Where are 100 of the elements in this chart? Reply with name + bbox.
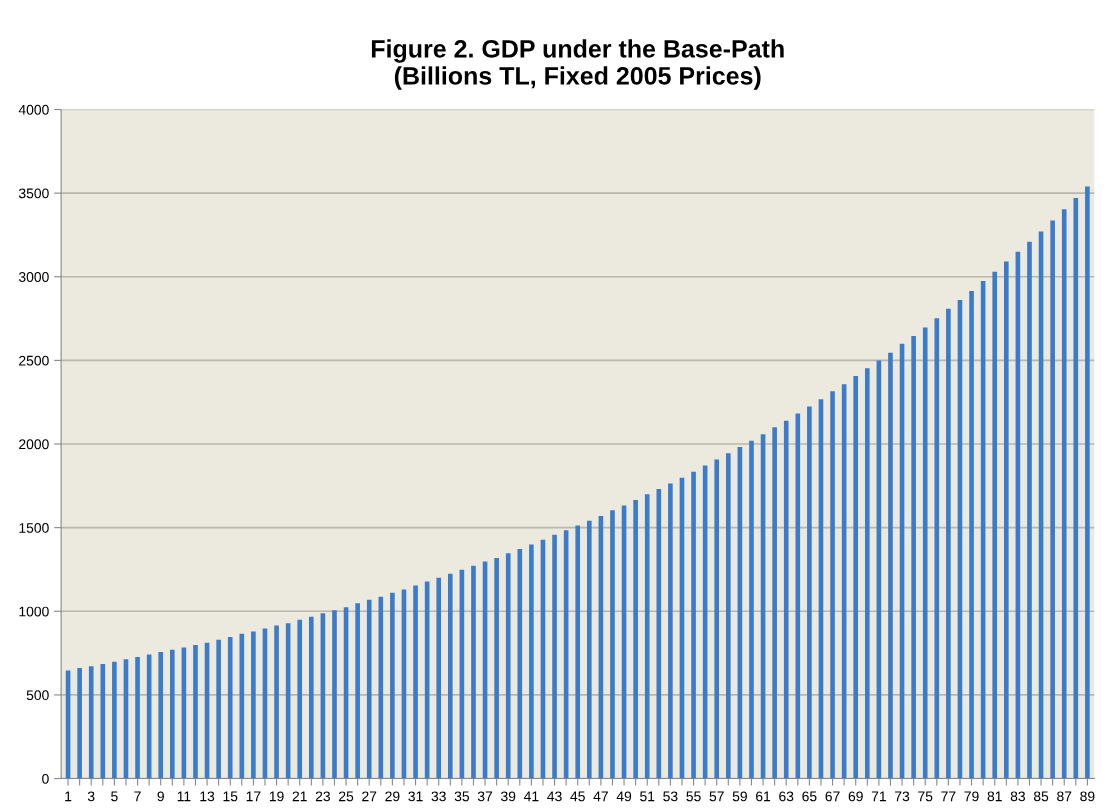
x-tick-label: 9: [157, 791, 164, 802]
y-tick-label: 2500: [19, 355, 49, 366]
bar: [888, 352, 893, 779]
y-tick-label: 2000: [19, 439, 49, 450]
bar: [88, 666, 94, 779]
bar: [864, 368, 870, 779]
x-tick-label: 21: [292, 791, 307, 802]
bar: [505, 553, 511, 779]
x-tick-label: 61: [756, 791, 771, 802]
bar: [656, 489, 662, 779]
bar: [992, 271, 998, 779]
x-tick-label: 73: [895, 791, 910, 802]
x-tick-label: 63: [779, 791, 794, 802]
bar: [251, 631, 256, 779]
x-tick-label: 51: [640, 791, 655, 802]
x-tick-label: 23: [315, 791, 330, 802]
bar: [378, 596, 384, 779]
x-tick-label: 43: [547, 791, 562, 802]
bar: [517, 549, 523, 779]
x-tick-label: 41: [523, 791, 539, 802]
bar: [77, 668, 82, 779]
bar: [633, 500, 638, 779]
bar: [112, 661, 117, 779]
bar: [436, 577, 442, 779]
bar: [1050, 220, 1055, 779]
chart-title: Figure 2. GDP under the Base-Path (Billions TL, Fixed 2005 Prices): [371, 39, 784, 90]
bar: [668, 483, 673, 779]
x-tick-label: 13: [200, 791, 215, 802]
bar: [1085, 186, 1090, 779]
x-tick-label: 17: [246, 791, 261, 802]
x-tick-label: 35: [454, 791, 470, 802]
bar: [725, 453, 731, 779]
x-tick-label: 83: [1010, 791, 1025, 802]
bar: [1003, 261, 1009, 779]
x-tick-label: 85: [1033, 791, 1049, 802]
x-tick-label: 69: [848, 791, 863, 802]
y-tick-label: 3500: [18, 188, 49, 199]
bar: [610, 510, 615, 779]
bar: [366, 599, 372, 779]
bar: [100, 663, 106, 779]
bar: [471, 565, 476, 779]
x-tick-label: 87: [1057, 791, 1072, 802]
bar: [274, 625, 279, 779]
x-tick-label: 11: [177, 791, 191, 802]
bar: [216, 639, 221, 779]
bar: [644, 494, 650, 779]
bar: [413, 585, 418, 779]
x-tick-label: 47: [593, 791, 608, 802]
bar: [772, 427, 777, 779]
bar: [783, 420, 789, 779]
bar: [922, 327, 928, 779]
bar: [494, 557, 499, 779]
bar: [447, 573, 453, 779]
x-tick-label: 57: [709, 791, 724, 802]
x-tick-label: 55: [686, 791, 701, 802]
x-tick-label: 25: [339, 791, 354, 802]
bar: [946, 308, 951, 779]
bar: [332, 610, 337, 779]
bar: [691, 471, 696, 779]
x-tick-label: 75: [918, 791, 933, 802]
x-tick-label: 71: [871, 791, 886, 802]
bar: [969, 290, 974, 779]
bar: [586, 520, 592, 779]
bar: [169, 649, 175, 779]
bar: [911, 335, 916, 779]
x-tick-label: 15: [223, 791, 238, 802]
x-tick-label: 3: [87, 791, 95, 802]
x-tick-label: 27: [362, 791, 377, 802]
x-tick-label: 45: [570, 791, 585, 802]
bar: [1027, 241, 1032, 779]
x-tick-label: 7: [134, 791, 141, 802]
bar: [193, 645, 198, 779]
x-tick-label: 5: [111, 791, 118, 802]
bar: [297, 619, 303, 779]
x-tick-label: 49: [616, 791, 632, 802]
bar: [135, 656, 140, 779]
bar: [1061, 209, 1067, 779]
x-tick-label: 39: [501, 791, 516, 802]
bar: [355, 603, 360, 779]
bar: [158, 652, 164, 779]
bar: [239, 633, 245, 779]
bar: [575, 525, 581, 779]
bar: [749, 440, 754, 779]
bar: [552, 534, 557, 779]
x-tick-label: 79: [964, 791, 979, 802]
y-tick-label: 3000: [18, 272, 49, 282]
bar: [830, 391, 835, 779]
y-tick-label: 0: [42, 773, 49, 784]
x-tick-label: 89: [1080, 791, 1095, 802]
bar: [227, 636, 233, 779]
y-tick-label: 500: [26, 690, 49, 701]
y-tick-label: 1000: [19, 606, 49, 617]
y-tick-label: 1500: [19, 522, 49, 533]
bar: [529, 544, 534, 779]
bar: [853, 376, 859, 779]
y-tick-label: 4000: [18, 104, 49, 115]
x-tick-label: 37: [477, 791, 493, 802]
bar: [390, 592, 395, 779]
x-tick-label: 29: [385, 791, 400, 802]
x-tick-label: 1: [65, 791, 72, 802]
